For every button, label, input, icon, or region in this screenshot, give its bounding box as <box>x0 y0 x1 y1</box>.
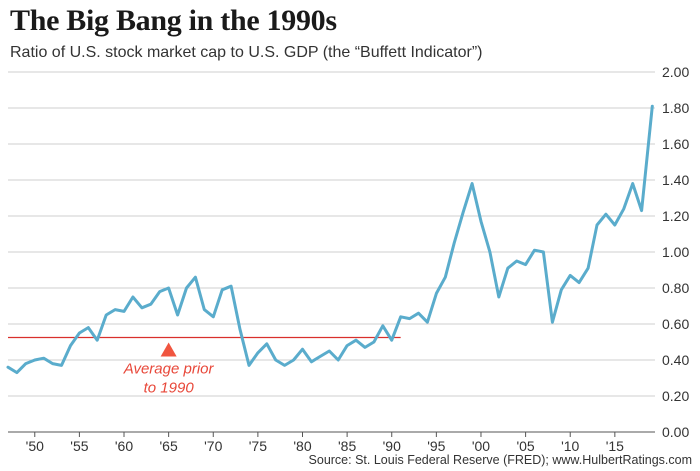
y-axis-ticks: 0.00 0.20 0.40 0.60 0.80 1.00 1.20 1.40 1.60 1.80… <box>662 64 689 440</box>
x-tick-label: '95 <box>427 438 445 454</box>
gridlines <box>8 71 655 397</box>
chart-subtitle: Ratio of U.S. stock market cap to U.S. G… <box>10 44 483 61</box>
y-tick-label: 0.60 <box>662 316 689 332</box>
y-tick-label: 1.80 <box>662 100 689 116</box>
x-tick-label: '05 <box>516 438 534 454</box>
y-tick-label: 0.20 <box>662 388 689 404</box>
annotation-label-line1: Average prior <box>123 361 215 378</box>
y-tick-label: 1.00 <box>662 244 689 260</box>
x-tick-label: '50 <box>26 438 44 454</box>
average-annotation: Average prior to 1990 <box>123 342 215 397</box>
x-tick-label: '90 <box>383 438 401 454</box>
annotation-label-line2: to 1990 <box>144 380 195 397</box>
x-tick-label: '75 <box>249 438 267 454</box>
y-tick-label: 1.20 <box>662 208 689 224</box>
y-tick-label: 1.60 <box>662 136 689 152</box>
chart-title: The Big Bang in the 1990s <box>10 4 337 37</box>
buffett-indicator-series-line <box>6 104 654 375</box>
source-note: Source: St. Louis Federal Reserve (FRED)… <box>308 453 692 467</box>
x-tick-label: '15 <box>606 438 624 454</box>
y-tick-label: 0.00 <box>662 424 689 440</box>
x-tick-label: '10 <box>561 438 579 454</box>
x-tick-label: '70 <box>204 438 222 454</box>
x-tick-label: '65 <box>160 438 178 454</box>
x-tick-label: '85 <box>338 438 356 454</box>
x-tick-label: '00 <box>472 438 490 454</box>
y-tick-label: 1.40 <box>662 172 689 188</box>
x-tick-label: '60 <box>115 438 133 454</box>
y-tick-label: 2.00 <box>662 64 689 80</box>
x-tick-label: '80 <box>293 438 311 454</box>
annotation-arrow-icon <box>160 342 177 357</box>
x-axis-ticks: '50 '55 '60 '65 '70 '75 '80 '85 '90 '95 '00 '05 '10 '… <box>26 432 624 454</box>
x-tick-label: '55 <box>70 438 88 454</box>
y-tick-label: 0.40 <box>662 352 689 368</box>
y-tick-label: 0.80 <box>662 280 689 296</box>
